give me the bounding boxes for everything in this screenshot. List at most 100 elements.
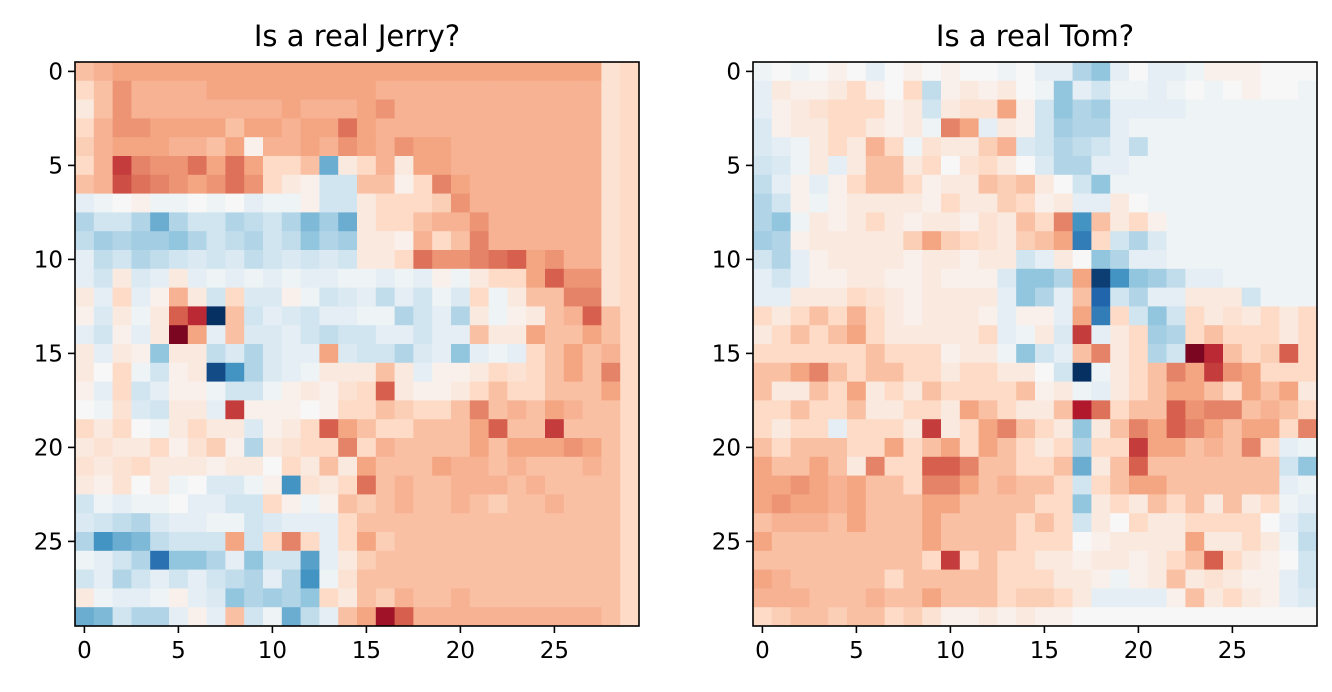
heatmap-cell	[1241, 569, 1261, 589]
heatmap-cell	[563, 456, 583, 476]
heatmap-cell	[375, 306, 395, 326]
heatmap-cell	[922, 569, 942, 589]
heatmap-cell	[1298, 513, 1318, 533]
heatmap-cell	[75, 362, 95, 382]
heatmap-cell	[338, 344, 358, 364]
heatmap-cell	[790, 475, 810, 495]
heatmap-cell	[884, 607, 904, 627]
heatmap-cell	[620, 212, 640, 232]
heatmap-cell	[997, 550, 1017, 570]
heatmap-cell	[112, 62, 132, 82]
heatmap-cell	[563, 419, 583, 439]
heatmap-cell	[413, 400, 433, 420]
heatmap-cell	[809, 438, 829, 458]
heatmap-cell	[601, 193, 621, 213]
heatmap-cell	[1166, 532, 1186, 552]
heatmap-cell	[847, 268, 867, 288]
x-tick-label: 5	[849, 638, 864, 664]
heatmap-cell	[488, 174, 508, 194]
heatmap-cell	[432, 99, 452, 119]
heatmap-cell	[112, 607, 132, 627]
heatmap-cell	[1279, 550, 1299, 570]
heatmap-cell	[281, 419, 301, 439]
heatmap-cell	[922, 400, 942, 420]
heatmap-cell	[263, 268, 283, 288]
heatmap-cell	[432, 419, 452, 439]
heatmap-cell	[828, 607, 848, 627]
heatmap-cell	[978, 569, 998, 589]
heatmap-cell	[375, 419, 395, 439]
heatmap-cell	[847, 494, 867, 514]
heatmap-cell	[206, 419, 226, 439]
heatmap-cell	[1110, 174, 1130, 194]
heatmap-cell	[206, 118, 226, 138]
heatmap-cell	[563, 174, 583, 194]
heatmap-cell	[809, 325, 829, 345]
heatmap-cell	[338, 80, 358, 100]
heatmap-cell	[206, 550, 226, 570]
heatmap-cell	[903, 532, 923, 552]
heatmap-cell	[1185, 193, 1205, 213]
heatmap-cell	[244, 607, 264, 627]
heatmap-cell	[1110, 400, 1130, 420]
heatmap-cell	[997, 513, 1017, 533]
heatmap-cell	[1129, 494, 1149, 514]
heatmap-cell	[169, 325, 189, 345]
heatmap-cell	[753, 287, 773, 307]
heatmap-cell	[413, 588, 433, 608]
heatmap-cell	[1110, 494, 1130, 514]
heatmap-cell	[244, 532, 264, 552]
heatmap-cell	[903, 381, 923, 401]
heatmap-cell	[1053, 137, 1073, 157]
heatmap-cell	[1166, 419, 1186, 439]
heatmap-cell	[563, 250, 583, 270]
heatmap-cell	[281, 268, 301, 288]
heatmap-cell	[1204, 419, 1224, 439]
heatmap-cell	[507, 80, 527, 100]
heatmap-cell	[997, 532, 1017, 552]
heatmap-cell	[451, 306, 471, 326]
heatmap-cell	[1241, 287, 1261, 307]
heatmap-cell	[1110, 325, 1130, 345]
heatmap-cell	[432, 362, 452, 382]
heatmap-cell	[997, 438, 1017, 458]
heatmap-cell	[941, 550, 961, 570]
heatmap-cell	[997, 344, 1017, 364]
heatmap-cell	[112, 400, 132, 420]
heatmap-cell	[375, 231, 395, 251]
heatmap-cell	[997, 118, 1017, 138]
heatmap-cells	[75, 62, 640, 627]
heatmap-cell	[1129, 306, 1149, 326]
heatmap-cell	[93, 475, 113, 495]
heatmap-cell	[790, 438, 810, 458]
heatmap-cell	[338, 325, 358, 345]
heatmap-cell	[1016, 513, 1036, 533]
heatmap-cell	[1091, 118, 1111, 138]
heatmap-cell	[451, 250, 471, 270]
heatmap-cell	[582, 550, 602, 570]
heatmap-cell	[922, 475, 942, 495]
heatmap-cell	[1072, 325, 1092, 345]
heatmap-cell	[1298, 306, 1318, 326]
heatmap-cell	[1298, 362, 1318, 382]
heatmap-cell	[375, 99, 395, 119]
heatmap-cell	[1072, 118, 1092, 138]
heatmap-cell	[338, 99, 358, 119]
heatmap-cell	[582, 419, 602, 439]
heatmap-cell	[1129, 193, 1149, 213]
x-tick-label: 20	[1124, 638, 1153, 664]
heatmap-cell	[319, 400, 339, 420]
heatmap-cell	[809, 532, 829, 552]
heatmap-cell	[620, 231, 640, 251]
heatmap-cell	[978, 80, 998, 100]
heatmap-cell	[582, 156, 602, 176]
heatmap-cell	[1129, 381, 1149, 401]
heatmap-cell	[941, 231, 961, 251]
heatmap-cell	[225, 80, 245, 100]
heatmap-cell	[300, 231, 320, 251]
heatmap-cell	[187, 306, 207, 326]
heatmap-cell	[959, 62, 979, 82]
heatmap-cell	[150, 607, 170, 627]
heatmap-cell	[225, 137, 245, 157]
